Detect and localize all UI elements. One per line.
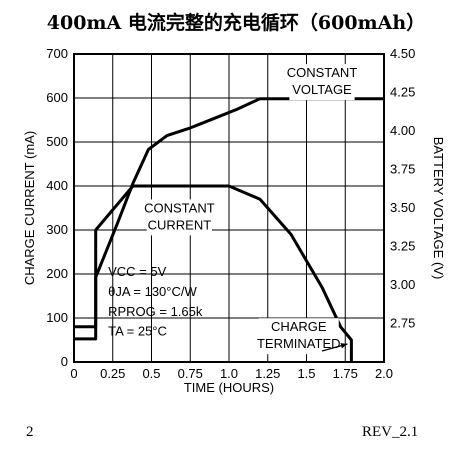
y-left-tick-label: 0 <box>61 354 68 369</box>
x-tick-label: 1.75 <box>333 366 358 381</box>
y-right-tick-label: 3.00 <box>390 277 415 292</box>
y-right-tick-label: 4.25 <box>390 85 415 100</box>
y-axis-right-title: BATTERY VOLTAGE (V) <box>431 137 446 280</box>
x-tick-label: 0 <box>70 366 77 381</box>
condition-ta: TA = 25°C <box>108 324 167 339</box>
battery-voltage-line <box>74 97 384 341</box>
y-left-tick-label: 500 <box>46 134 68 149</box>
annotation-background <box>258 318 339 355</box>
series-lines <box>74 97 384 362</box>
x-tick-label: 2.0 <box>375 366 393 381</box>
annotation-text: CURRENT <box>148 217 212 232</box>
conditions-block: VCC = 5V θJA = 130°C/W RPROG = 1.65k TA … <box>108 264 203 338</box>
y-left-tick-label: 700 <box>46 46 68 61</box>
x-tick-label: 0.75 <box>178 366 203 381</box>
x-tick-label: 0.5 <box>142 366 160 381</box>
y-left-tick-label: 200 <box>46 266 68 281</box>
charge-current-line <box>74 184 353 362</box>
x-tick-label: 1.0 <box>220 366 238 381</box>
x-tick-label: 1.25 <box>255 366 280 381</box>
axis-ticks: 0 0.25 0.5 0.75 1.0 1.25 1.5 1.75 2.0 0 100 200 300 4… <box>46 46 415 381</box>
x-tick-label: 0.25 <box>100 366 125 381</box>
y-right-tick-label: 3.75 <box>390 162 415 177</box>
annotation-text: CONSTANT <box>144 200 215 215</box>
annotation-constant-current: CONSTANT CURRENT <box>144 199 215 236</box>
page-number: 2 <box>26 424 34 440</box>
annotation-text: CHARGE <box>271 319 327 334</box>
annotation-background <box>289 64 355 101</box>
plot-area-frame <box>73 53 385 363</box>
y-right-tick-label: 3.50 <box>390 200 415 215</box>
y-right-tick-label: 4.50 <box>390 46 415 61</box>
annotation-constant-voltage: CONSTANT VOLTAGE <box>287 64 358 101</box>
y-left-tick-label: 400 <box>46 178 68 193</box>
annotations: CONSTANT VOLTAGE CONSTANT CURRENT CHARGE TERM… <box>144 64 358 355</box>
annotation-charge-terminated: CHARGE TERMINATED <box>257 318 341 355</box>
revision-label: REV_2.1 <box>362 424 419 440</box>
y-right-tick-label: 3.25 <box>390 239 415 254</box>
document-title: 400mA 电流完整的充电循环（600mAh） <box>46 12 426 34</box>
annotation-text: CONSTANT <box>287 65 358 80</box>
y-right-tick-label: 2.75 <box>390 316 415 331</box>
x-axis-title: TIME (HOURS) <box>184 380 274 395</box>
y-left-tick-label: 100 <box>46 310 68 325</box>
x-tick-label: 1.5 <box>297 366 315 381</box>
y-left-tick-label: 300 <box>46 222 68 237</box>
terminated-arrow-head <box>340 343 348 349</box>
y-axis-left-title: CHARGE CURRENT (mA) <box>22 131 37 285</box>
annotation-text: VOLTAGE <box>292 82 352 97</box>
y-right-tick-label: 4.00 <box>390 123 415 138</box>
condition-vcc: VCC = 5V <box>108 264 166 279</box>
condition-rprog: RPROG = 1.65k <box>108 304 203 319</box>
annotation-background <box>146 199 212 236</box>
y-left-tick-label: 600 <box>46 90 68 105</box>
annotation-text: TERMINATED <box>257 336 341 351</box>
condition-theta-ja: θJA = 130°C/W <box>108 284 197 299</box>
grid-lines <box>74 54 384 362</box>
